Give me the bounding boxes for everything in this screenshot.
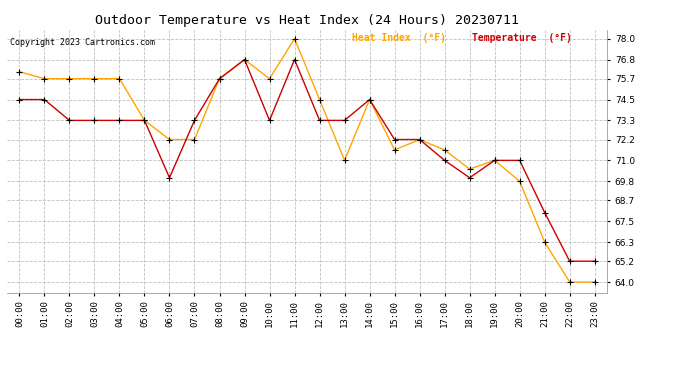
Text: Temperature  (°F): Temperature (°F) bbox=[472, 33, 572, 43]
Text: Heat Index  (°F): Heat Index (°F) bbox=[352, 33, 446, 43]
Title: Outdoor Temperature vs Heat Index (24 Hours) 20230711: Outdoor Temperature vs Heat Index (24 Ho… bbox=[95, 15, 519, 27]
Text: Copyright 2023 Cartronics.com: Copyright 2023 Cartronics.com bbox=[10, 38, 155, 47]
